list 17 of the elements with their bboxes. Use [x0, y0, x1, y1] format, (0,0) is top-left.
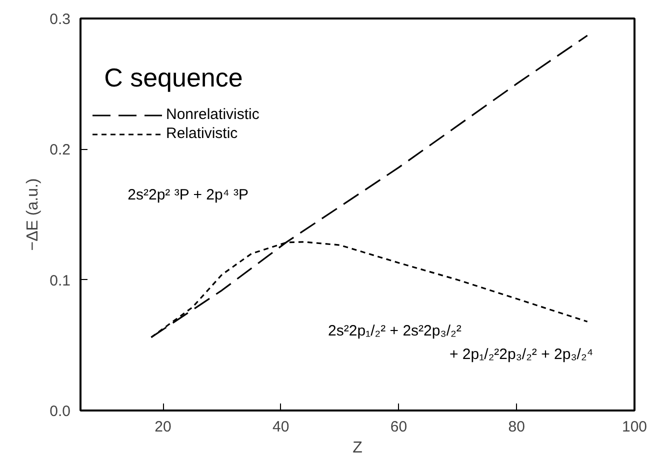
annotation: 2s²2p₁/₂² + 2s²2p₃/₂² [328, 322, 462, 340]
y-tick-label: 0.2 [50, 142, 71, 159]
x-axis-title: Z [352, 440, 363, 456]
x-tick-label: 60 [390, 418, 408, 436]
y-tick-label: 0.1 [50, 272, 71, 290]
text: C sequence [104, 62, 243, 92]
legend-label: Relativistic [166, 125, 238, 142]
annotation: 2s²2p² ³P + 2p⁴ ³P [128, 186, 248, 204]
y-axis-title: −ΔE (a.u.) [24, 178, 42, 251]
legend-label: Nonrelativistic [166, 106, 260, 123]
x-tick-label: 40 [272, 418, 290, 436]
x-tick-label: 20 [154, 418, 172, 436]
y-tick-label: 0.0 [50, 403, 71, 420]
annotation: + 2p₁/₂²2p₃/₂² + 2p₃/₂⁴ [449, 346, 594, 363]
x-tick-label: 80 [508, 418, 525, 436]
x-tick-label: 100 [622, 418, 648, 436]
y-tick-label: 0.3 [50, 11, 71, 28]
